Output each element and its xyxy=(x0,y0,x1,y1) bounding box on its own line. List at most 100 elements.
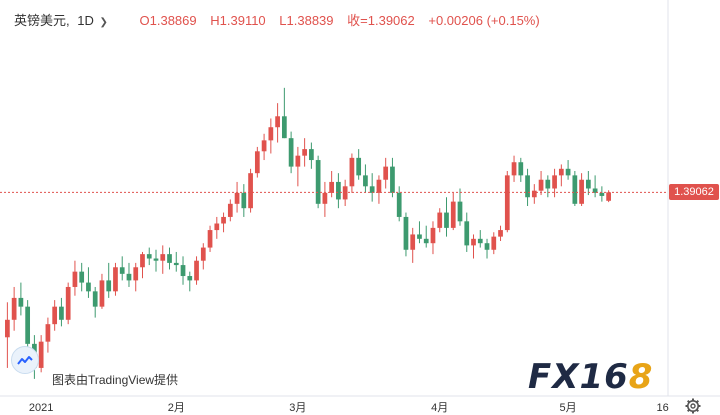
candle-body xyxy=(295,155,301,167)
x-tick-label: 3月 xyxy=(289,402,306,414)
x-tick-label: 2月 xyxy=(168,402,185,414)
candle-body xyxy=(113,267,118,292)
high-value: H1.39110 xyxy=(210,13,266,28)
candle-body xyxy=(302,149,307,156)
candle-body xyxy=(444,212,449,228)
attribution-text[interactable]: 图表由TradingView提供 xyxy=(52,373,179,387)
candle-body xyxy=(410,234,416,250)
candle-body xyxy=(227,203,233,217)
candle-body xyxy=(59,306,64,320)
candle-body xyxy=(18,297,24,307)
candle-body xyxy=(254,151,260,174)
candle-body xyxy=(430,227,436,244)
candle-body xyxy=(281,116,287,139)
tradingview-cloud-icon[interactable] xyxy=(11,346,39,374)
last-price-tag: 1.39062 xyxy=(669,184,719,201)
candle-body xyxy=(390,166,395,193)
candle-body xyxy=(119,267,125,274)
candle-body xyxy=(38,341,44,368)
candle-body xyxy=(234,192,240,204)
candle-body xyxy=(363,175,368,187)
candle-body xyxy=(92,291,98,307)
candle-body xyxy=(214,223,220,231)
candle-body xyxy=(376,179,382,193)
candle-body xyxy=(153,258,159,261)
watermark-main: FX16 xyxy=(528,357,629,397)
candle-body xyxy=(592,188,598,193)
candle-body xyxy=(369,186,375,193)
candle-body xyxy=(146,254,152,259)
candle-body xyxy=(450,201,456,228)
candle-body xyxy=(241,192,247,209)
candle-body xyxy=(45,324,51,342)
candle-body xyxy=(484,243,490,250)
candle-body xyxy=(106,280,112,292)
candle-body xyxy=(558,168,564,176)
candle-body xyxy=(309,149,314,161)
x-tick-label: 5月 xyxy=(560,402,577,414)
fx168-watermark: FX168 xyxy=(528,357,653,397)
x-tick-label: 4月 xyxy=(431,402,448,414)
candle-body xyxy=(552,175,557,189)
candle-body xyxy=(167,254,172,263)
x-tick-label: 16 xyxy=(657,402,669,414)
candle-body xyxy=(275,116,280,128)
candle-body xyxy=(79,271,85,283)
ohlc-readout: O1.38869 H1.39110 L1.38839 收=1.39062 +0.… xyxy=(140,13,550,28)
candle-body xyxy=(140,254,145,268)
candle-body xyxy=(5,319,10,338)
gear-icon[interactable] xyxy=(685,398,701,414)
candle-body xyxy=(396,192,402,217)
candle-body xyxy=(545,179,551,189)
candle-body xyxy=(160,254,166,261)
x-axis-ticks: 2021 2月 3月 4月 5月 16 xyxy=(29,402,669,414)
timeframe-label[interactable]: 1D xyxy=(77,13,94,28)
change-value: +0.00206 (+0.15%) xyxy=(428,13,540,28)
candle-body xyxy=(315,160,321,204)
candle-body xyxy=(342,186,348,200)
candle-body xyxy=(52,306,58,325)
open-value: O1.38869 xyxy=(139,13,197,28)
candle-body xyxy=(538,179,544,191)
candle-body xyxy=(72,271,78,287)
candle-body xyxy=(288,138,294,167)
candle-body xyxy=(349,157,355,187)
candle-body xyxy=(423,238,429,244)
candle-body xyxy=(65,286,71,320)
candle-body xyxy=(437,212,443,228)
candle-body xyxy=(133,267,139,281)
candle-body xyxy=(25,306,31,344)
candle-body xyxy=(572,175,578,204)
candle-body xyxy=(126,273,132,281)
candle-body xyxy=(477,238,483,244)
candle-body xyxy=(221,216,226,224)
candle-body xyxy=(322,192,328,204)
candle-body xyxy=(504,175,510,231)
candle-body xyxy=(585,179,591,189)
low-value: L1.38839 xyxy=(279,13,334,28)
candle-body xyxy=(471,238,476,246)
candle-body xyxy=(180,265,186,277)
candle-body xyxy=(498,230,503,237)
candle-body xyxy=(457,201,463,222)
candle-body xyxy=(200,247,206,261)
chart-header: 英镑美元, 1D ❯ O1.38869 H1.39110 L1.38839 收=… xyxy=(14,10,550,29)
candle-body xyxy=(525,175,530,198)
candle-body xyxy=(531,190,537,198)
symbol-label[interactable]: 英镑美元, xyxy=(14,13,70,28)
candle-body xyxy=(518,162,524,176)
chevron-down-icon[interactable]: ❯ xyxy=(99,17,108,28)
candle-body xyxy=(491,236,497,250)
candle-body xyxy=(511,162,517,176)
candle-body xyxy=(173,262,179,266)
candle-body xyxy=(336,181,341,200)
close-value: 收=1.39062 xyxy=(347,13,415,28)
candle-body xyxy=(383,166,389,180)
candle-body xyxy=(329,181,335,193)
candle-body xyxy=(187,276,193,281)
candle-body xyxy=(403,216,409,250)
candle-body xyxy=(464,221,470,246)
candle-body xyxy=(268,127,274,141)
candle-body xyxy=(86,282,91,292)
